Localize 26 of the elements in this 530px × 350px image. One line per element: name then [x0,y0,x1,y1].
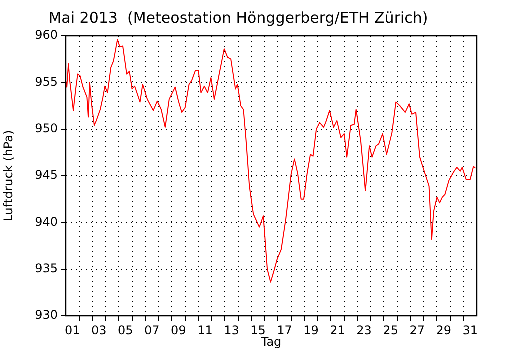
x-axis-title: Tag [260,334,282,349]
x-tick-label: 31 [462,323,478,338]
y-axis-title: Luftdruck (hPa) [1,130,16,222]
y-tick-label: 930 [35,308,58,322]
x-tick-label: 01 [64,323,80,338]
x-tick-label: 11 [198,323,213,338]
x-tick-label: 13 [224,323,240,338]
x-tick-label: 09 [171,323,186,338]
y-tick-label: 945 [35,168,58,182]
x-tick-label: 21 [330,323,346,338]
x-tick-label: 25 [383,323,398,338]
y-tick-label: 935 [35,261,58,276]
y-tick-label: 955 [35,74,58,89]
chart-title: Mai 2013 (Meteostation Hönggerberg/ETH Zürich) [48,8,428,27]
x-tick-label: 07 [144,323,160,338]
y-tick-label: 950 [35,121,58,136]
x-tick-label: 15 [250,323,266,338]
x-tick-label: 05 [118,323,134,338]
y-tick-label: 960 [35,28,58,42]
x-tick-label: 27 [410,323,425,338]
x-tick-label: 29 [436,323,452,338]
x-tick-label: 23 [356,323,372,338]
x-tick-label: 19 [304,323,319,338]
x-tick-label: 03 [92,323,107,338]
y-tick-label: 940 [35,214,58,229]
x-tick-label: 17 [277,323,292,338]
